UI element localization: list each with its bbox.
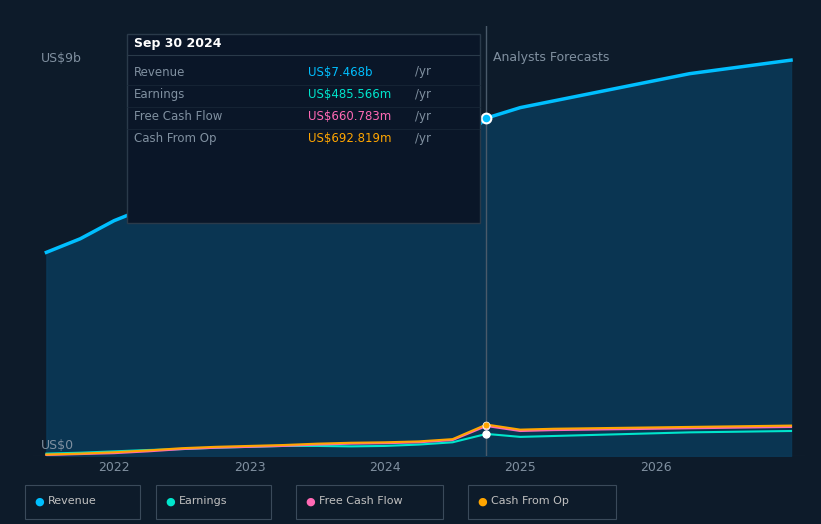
Text: Free Cash Flow: Free Cash Flow bbox=[319, 496, 402, 507]
Text: US$0: US$0 bbox=[40, 439, 74, 452]
Text: ●: ● bbox=[166, 496, 176, 507]
Text: Past: Past bbox=[449, 51, 479, 64]
Text: Revenue: Revenue bbox=[134, 66, 186, 79]
Text: US$692.819m: US$692.819m bbox=[308, 132, 392, 145]
Text: US$7.468b: US$7.468b bbox=[308, 66, 373, 79]
Text: /yr: /yr bbox=[415, 132, 430, 145]
Text: ●: ● bbox=[305, 496, 315, 507]
Text: /yr: /yr bbox=[415, 110, 430, 123]
Text: Cash From Op: Cash From Op bbox=[134, 132, 216, 145]
Text: /yr: /yr bbox=[415, 88, 430, 101]
Text: Cash From Op: Cash From Op bbox=[491, 496, 569, 507]
Text: ●: ● bbox=[34, 496, 44, 507]
Text: Revenue: Revenue bbox=[48, 496, 96, 507]
Text: Sep 30 2024: Sep 30 2024 bbox=[134, 37, 222, 50]
Text: Earnings: Earnings bbox=[179, 496, 227, 507]
Text: ●: ● bbox=[478, 496, 488, 507]
Text: /yr: /yr bbox=[415, 66, 430, 79]
Text: US$485.566m: US$485.566m bbox=[308, 88, 391, 101]
Text: Analysts Forecasts: Analysts Forecasts bbox=[493, 51, 609, 64]
Text: Free Cash Flow: Free Cash Flow bbox=[134, 110, 222, 123]
Text: US$660.783m: US$660.783m bbox=[308, 110, 391, 123]
Text: US$9b: US$9b bbox=[40, 52, 81, 65]
Text: Earnings: Earnings bbox=[134, 88, 186, 101]
